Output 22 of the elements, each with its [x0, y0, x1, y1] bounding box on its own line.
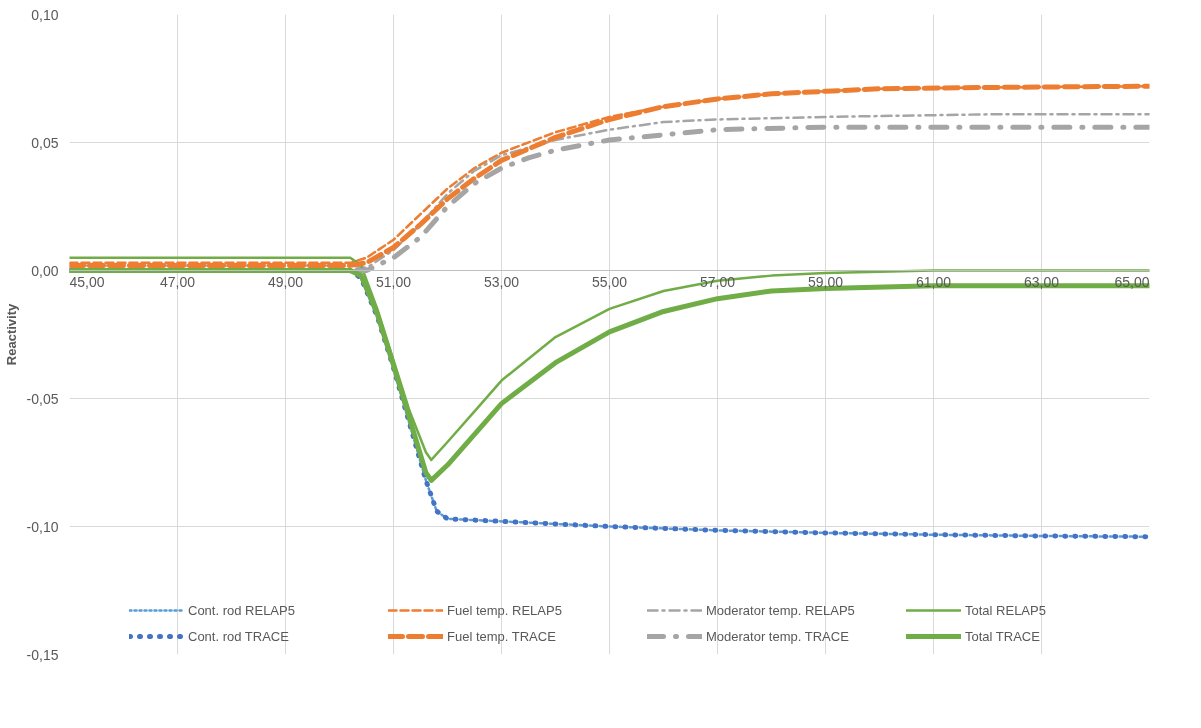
y-tick-label: 0,00	[31, 262, 59, 279]
legend-label: Total RELAP5	[965, 602, 1047, 618]
y-tick-label: -0,10	[26, 518, 59, 535]
legend-label: Cont. rod TRACE	[188, 628, 290, 644]
x-tick-label: 45,00	[69, 273, 105, 290]
legend-label: Total TRACE	[965, 628, 1041, 644]
legend-label: Fuel temp. TRACE	[447, 628, 557, 644]
y-tick-label: -0,05	[26, 390, 59, 407]
x-tick-label: 47,00	[159, 273, 196, 290]
legend-label: Cont. rod RELAP5	[188, 602, 296, 618]
legend-label: Fuel temp. RELAP5	[447, 602, 563, 618]
y-tick-label: -0,15	[26, 646, 59, 663]
legend-label: Moderator temp. TRACE	[706, 628, 850, 644]
x-tick-label: 59,00	[807, 273, 844, 290]
x-tick-label: 55,00	[591, 273, 628, 290]
x-tick-label: 49,00	[267, 273, 304, 290]
y-axis-title: Reactivity	[3, 303, 19, 366]
x-tick-label: 53,00	[483, 273, 520, 290]
legend-label: Moderator temp. RELAP5	[706, 602, 856, 618]
y-tick-label: 0,10	[31, 6, 59, 23]
x-tick-label: 51,00	[375, 273, 412, 290]
y-tick-label: 0,05	[31, 134, 59, 151]
